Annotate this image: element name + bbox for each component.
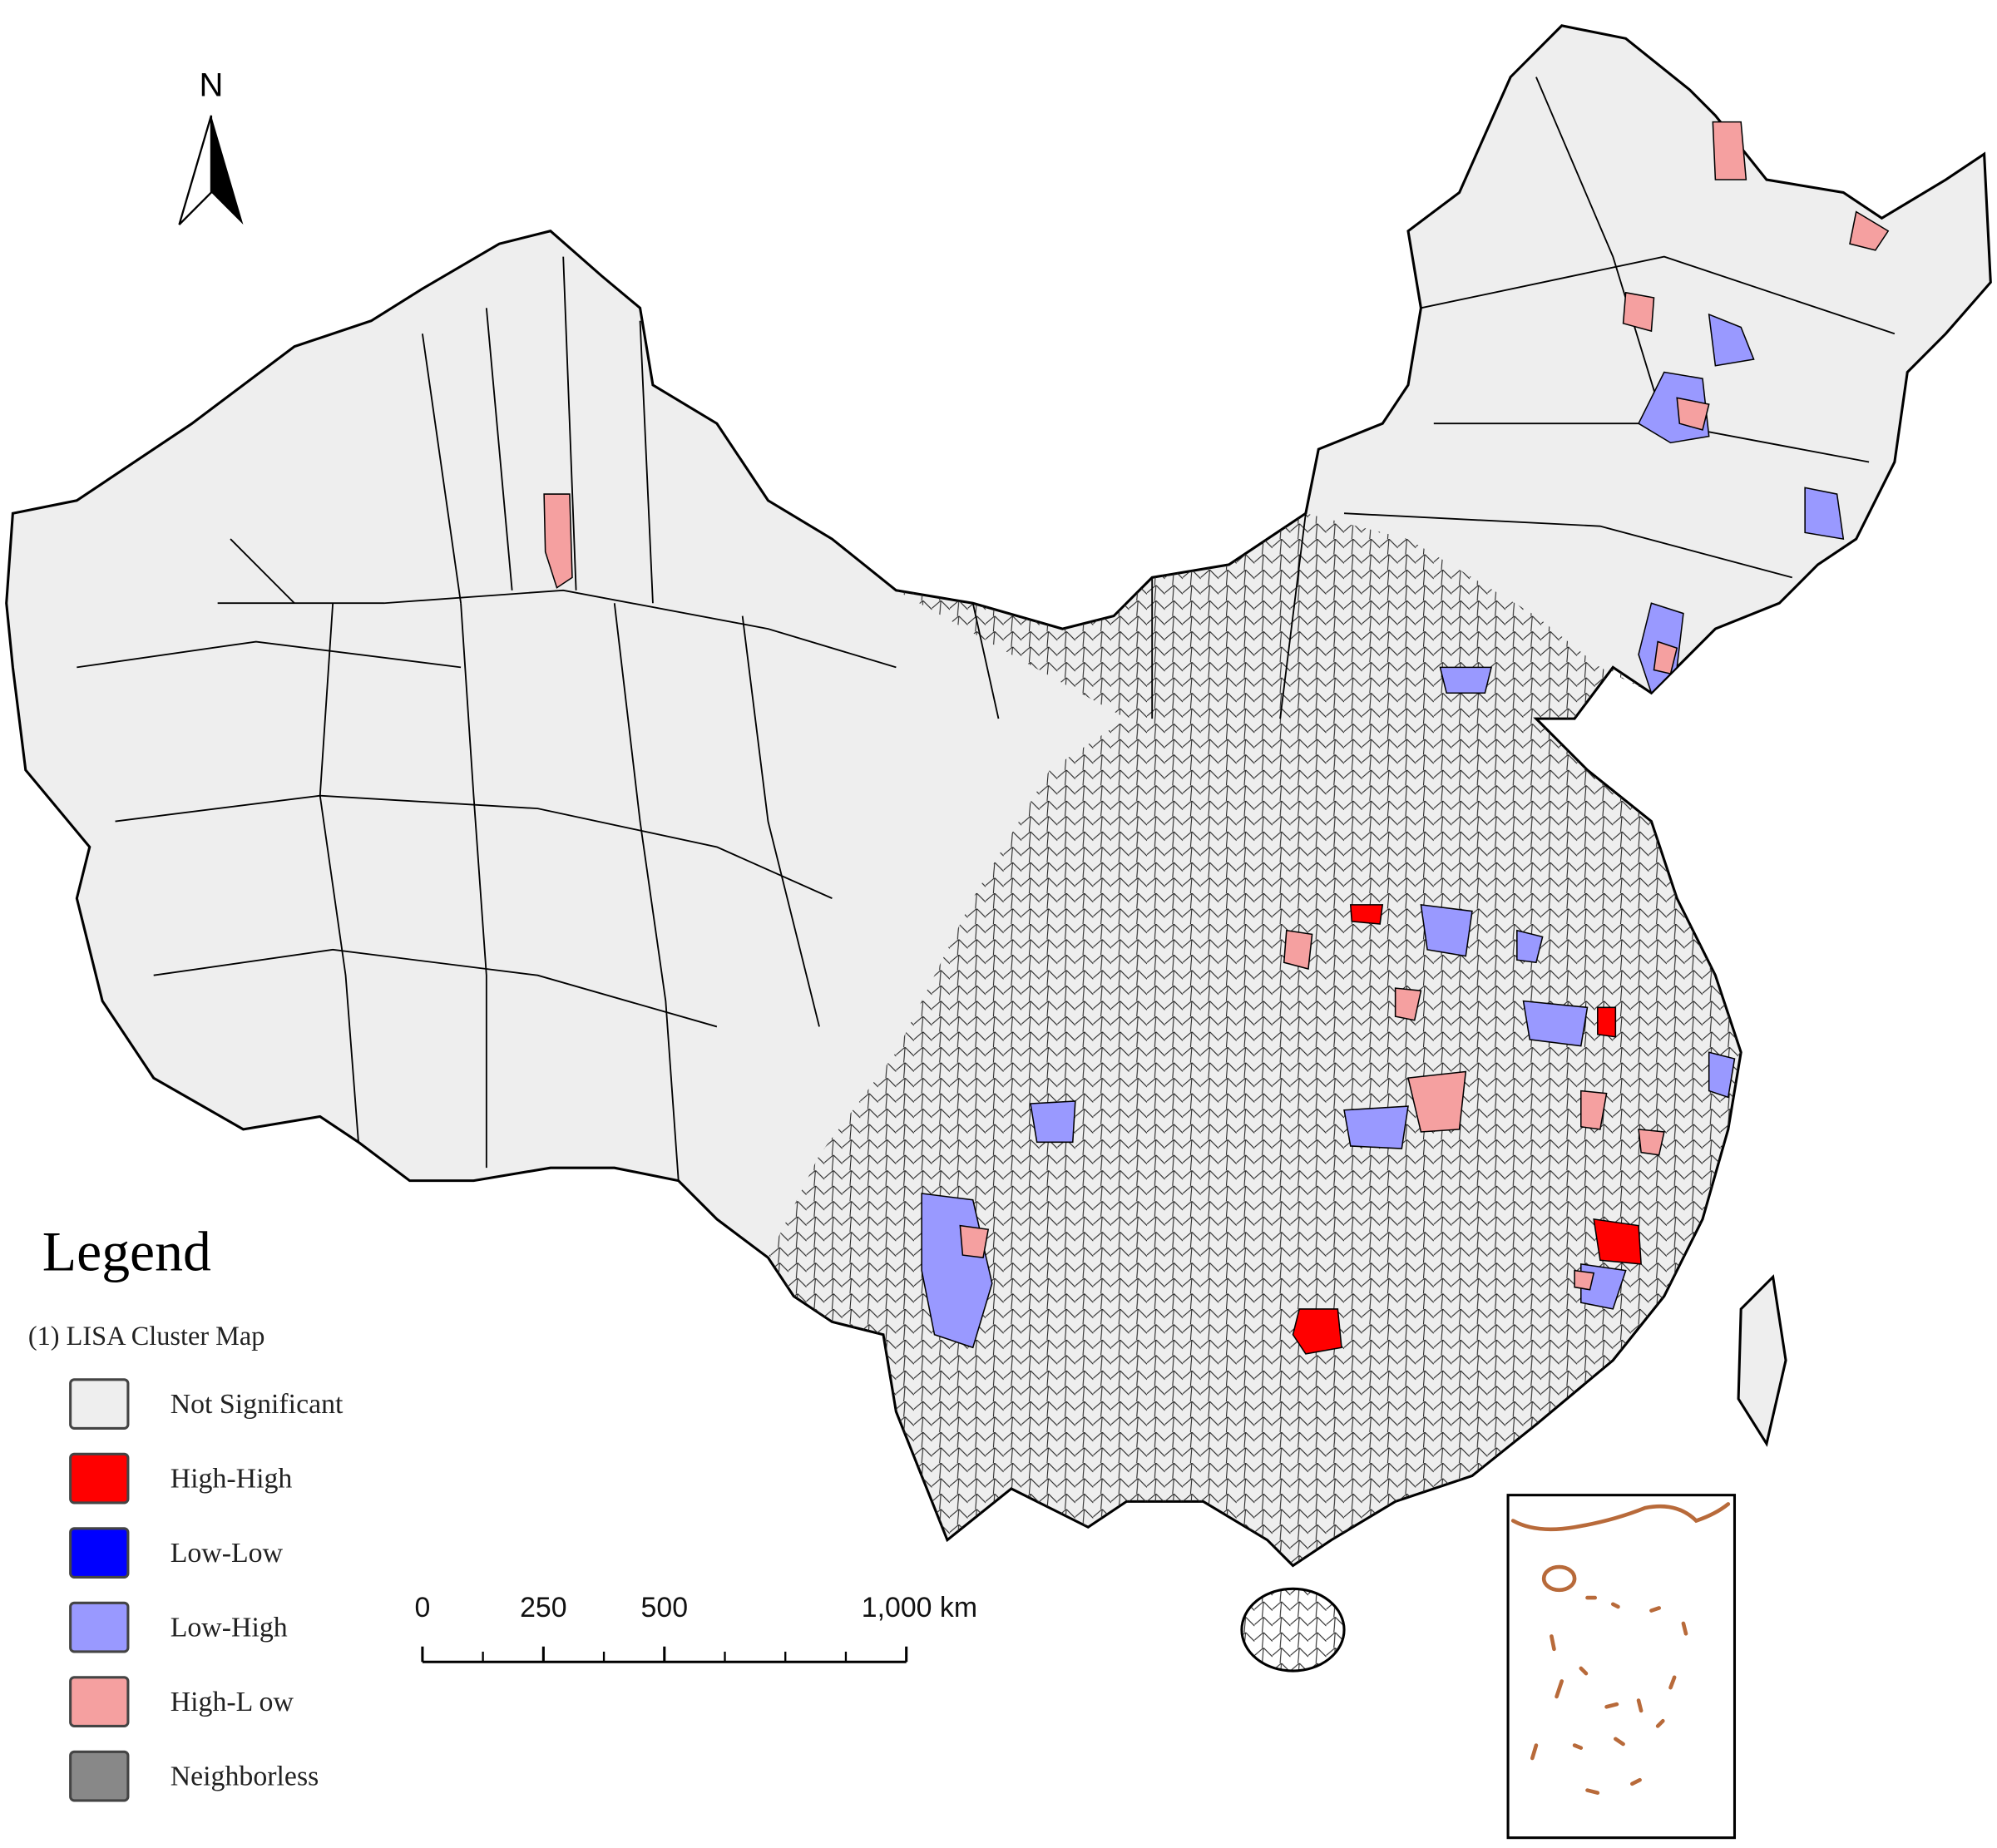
legend-swatch <box>69 1676 130 1727</box>
legend-swatch <box>69 1452 130 1505</box>
legend-label: High-High <box>171 1463 293 1494</box>
cluster-region <box>1580 1090 1608 1130</box>
cluster-region <box>1712 121 1747 180</box>
legend-subtitle: (1) LISA Cluster Map <box>28 1321 265 1351</box>
clusters <box>543 121 1890 1355</box>
legend-label: Not Significant <box>171 1389 344 1420</box>
inset-frame <box>1506 1494 1737 1840</box>
cluster-region <box>1653 640 1678 675</box>
hainan <box>1240 1587 1346 1673</box>
legend-label: Low-High <box>171 1612 288 1643</box>
country <box>5 24 1992 1673</box>
taiwan <box>1737 1274 1787 1447</box>
scale-label: 250 <box>520 1592 566 1623</box>
cluster-region <box>1574 1269 1595 1291</box>
cluster-region <box>1030 1100 1076 1144</box>
cluster-region <box>1283 929 1313 970</box>
cluster-region <box>1804 487 1845 541</box>
west-boundaries <box>77 77 1896 1181</box>
cluster-region <box>1522 1000 1589 1047</box>
inset-map <box>1506 1494 1737 1840</box>
inset-islands <box>1510 1502 1731 1795</box>
cluster-region <box>1708 1051 1736 1099</box>
cluster-region <box>1439 666 1493 694</box>
scale-label: 0 <box>414 1592 430 1623</box>
north-arrow: N <box>178 67 244 225</box>
cluster-region <box>1597 1006 1617 1038</box>
cluster-region <box>1593 1218 1642 1265</box>
cluster-region <box>959 1224 990 1259</box>
cluster-region <box>1349 904 1384 925</box>
scale-label: 1,000 km <box>862 1592 977 1623</box>
cluster-region <box>1622 291 1655 333</box>
cluster-region <box>543 493 573 589</box>
arrow-left <box>178 115 213 225</box>
cluster-region <box>1516 929 1544 964</box>
legend-label: Low-Low <box>171 1538 284 1569</box>
legend-swatch <box>69 1601 130 1653</box>
cluster-region <box>1638 1129 1665 1156</box>
legend-label: High-L ow <box>171 1687 294 1717</box>
cluster-region <box>1420 903 1473 957</box>
legend-title: Legend <box>42 1221 211 1283</box>
arrow-right <box>210 115 244 225</box>
cluster-region <box>1849 210 1890 251</box>
legend: Legend (1) LISA Cluster Map Not Signific… <box>28 1221 344 1802</box>
legend-swatch <box>69 1527 130 1579</box>
cluster-region <box>1676 397 1710 431</box>
scale-label: 500 <box>641 1592 688 1623</box>
legend-label: Neighborless <box>171 1761 319 1791</box>
legend-swatch <box>69 1378 130 1430</box>
cluster-region <box>1394 987 1422 1021</box>
legend-swatch <box>69 1750 130 1802</box>
north-label: N <box>200 67 224 104</box>
cluster-region <box>1292 1308 1342 1355</box>
cluster-region <box>1708 313 1755 367</box>
scale-bar: 0 250 500 1,000 km <box>414 1592 977 1663</box>
cluster-region <box>1343 1105 1409 1149</box>
cluster-region <box>1407 1070 1467 1133</box>
